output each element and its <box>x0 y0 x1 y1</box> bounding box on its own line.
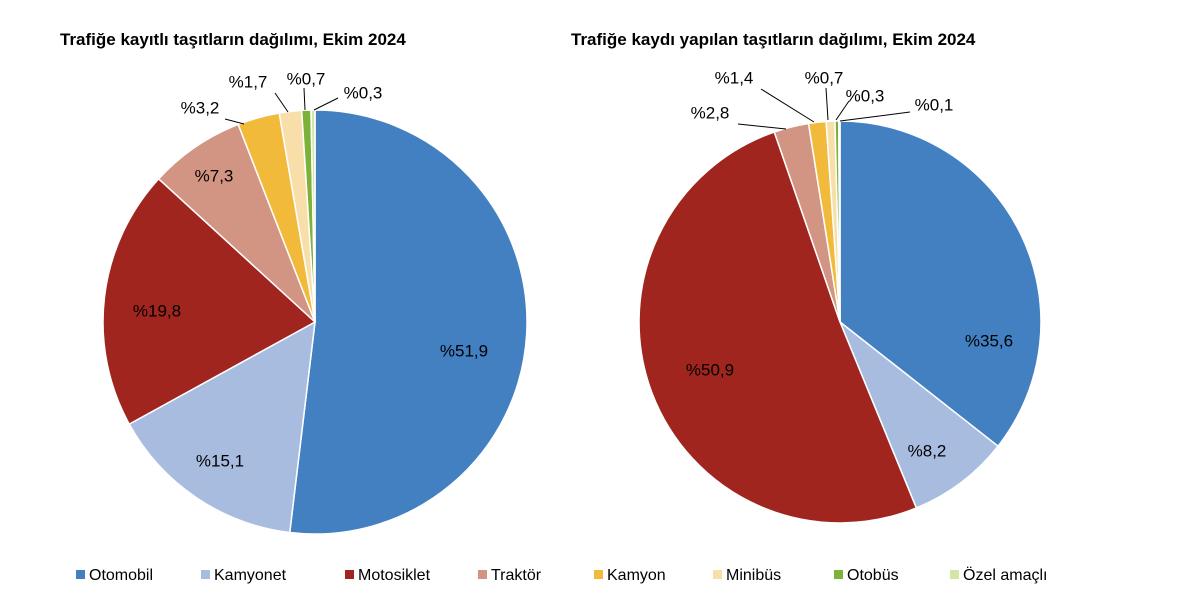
legend-label-traktor: Traktör <box>491 567 542 584</box>
data-label-registered-minibus: %1,7 <box>229 72 268 91</box>
legend-label-otobus: Otobüs <box>847 567 899 584</box>
leader-line-registered-otobus <box>303 87 306 111</box>
slice-new-kamyonet <box>838 319 1000 509</box>
data-label-new-minibus: %0,7 <box>805 68 844 87</box>
data-label-registered-otobus: %0,7 <box>287 69 326 88</box>
data-label-registered-kamyon: %3,2 <box>181 98 220 117</box>
legend-swatch-kamyon <box>594 570 603 579</box>
data-label-new-ozel-amacli: %0,1 <box>915 95 954 114</box>
leader-line-new-ozel-amacli <box>839 111 911 122</box>
slice-registered-otomobil <box>288 109 528 535</box>
data-label-new-motosiklet: %50,9 <box>686 360 734 379</box>
leader-line-new-kamyon <box>760 88 815 123</box>
slice-new-ozel-amacli <box>837 120 841 323</box>
data-label-registered-ozel-amacli: %0,3 <box>344 83 383 102</box>
data-label-new-kamyonet: %8,2 <box>908 441 947 460</box>
legend-swatch-traktor <box>478 570 487 579</box>
legend-swatch-ozel-amacli <box>950 570 959 579</box>
leader-line-new-traktor <box>737 123 787 130</box>
legend-swatch-minibus <box>713 570 722 579</box>
legend-label-motosiklet: Motosiklet <box>358 567 431 584</box>
chart-title-registered: Trafiğe kayıtlı taşıtların dağılımı, Eki… <box>60 30 406 49</box>
legend-label-minibus: Minibüs <box>726 567 781 584</box>
legend-swatch-otobus <box>834 570 843 579</box>
data-label-registered-kamyonet: %15,1 <box>196 451 244 470</box>
data-label-registered-motosiklet: %19,8 <box>133 301 181 320</box>
leader-line-registered-ozel-amacli <box>313 97 339 111</box>
pie-chart-newly-registered: %35,6 %8,2 %50,9 %2,8 %1,4 %0,7%0,3 %0,1 <box>638 68 1042 524</box>
legend-label-otomobil: Otomobil <box>89 567 153 584</box>
slice-registered-kamyonet <box>128 320 316 534</box>
data-label-new-otobus: %0,3 <box>846 86 885 105</box>
leader-line-new-otobus <box>835 100 850 121</box>
legend: Otomobil Kamyonet Motosiklet Traktör Kamyon M… <box>76 566 1047 584</box>
leader-line-registered-minibus <box>274 92 289 113</box>
data-label-registered-traktor: %7,3 <box>195 166 234 185</box>
data-label-new-kamyon: %1,4 <box>715 68 754 87</box>
slice-registered-traktor <box>157 123 316 323</box>
legend-label-kamyonet: Kamyonet <box>214 567 287 584</box>
legend-swatch-kamyonet <box>201 570 210 579</box>
legend-label-kamyon: Kamyon <box>607 567 666 584</box>
legend-swatch-motosiklet <box>345 570 354 579</box>
leader-line-new-minibus <box>825 87 829 121</box>
slice-registered-motosiklet <box>102 177 317 426</box>
slice-new-motosiklet <box>638 131 918 524</box>
legend-swatch-otomobil <box>76 570 85 579</box>
chart-title-newly-registered: Trafiğe kaydı yapılan taşıtların dağılım… <box>571 30 976 49</box>
slice-new-otomobil <box>839 120 1042 448</box>
leader-line-registered-kamyon <box>224 118 245 125</box>
pie-chart-registered: %51,9 %15,1 %19,8 %7,3 %3,2 %1,7 %0,7 %0,3 <box>102 69 528 535</box>
legend-label-ozel-amacli: Özel amaçlı <box>963 566 1047 584</box>
data-label-registered-otomobil: %51,9 <box>440 341 488 360</box>
data-label-new-traktor: %2,8 <box>691 103 730 122</box>
data-label-new-otomobil: %35,6 <box>965 331 1013 350</box>
